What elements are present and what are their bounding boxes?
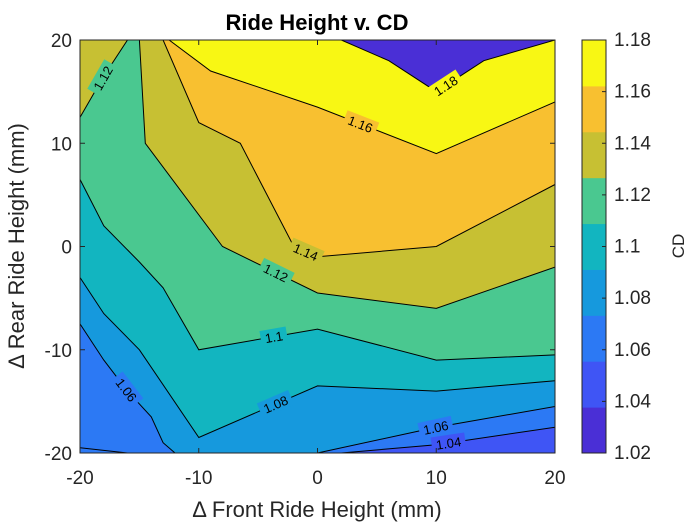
contour-label-background <box>341 110 380 138</box>
colorbar-band-1-06 <box>582 315 606 362</box>
y-tick-label: -20 <box>45 444 72 465</box>
contour-label-background <box>87 59 119 97</box>
colorbar-tick-label: 1.02 <box>614 443 651 464</box>
x-tick-label: -10 <box>185 468 212 489</box>
colorbar-band-1-18 <box>582 40 606 87</box>
contour-label-1-1: 1.1 <box>264 328 284 346</box>
contour-line-1-1 <box>80 179 555 361</box>
x-axis-ticks: -20 -10 0 10 20 <box>66 40 566 489</box>
y-tick-label: 10 <box>51 134 72 155</box>
chart-title: Ride Height v. CD <box>226 10 409 35</box>
colorbar-band-1-08 <box>582 269 606 316</box>
contour-label-background <box>417 415 455 439</box>
contour-label-group: 1.04 <box>430 432 467 453</box>
colorbar-band-1-14 <box>582 131 606 179</box>
colorbar-tick-label: 1.1 <box>614 237 640 258</box>
colorbar-band-1-12 <box>582 177 606 225</box>
contour-label-background <box>257 257 295 288</box>
colorbar-tick-label: 1.16 <box>614 82 651 103</box>
colorbar-band-1-02 <box>582 407 606 454</box>
y-tick-label: 20 <box>51 31 72 52</box>
colorbar-label: CD <box>669 234 688 259</box>
y-axis-ticks: 20 10 0 -10 -20 <box>45 31 555 465</box>
contour-line-1-16 <box>168 40 555 155</box>
filled-contour-regions <box>80 40 555 453</box>
filled-region-1-08 <box>80 277 555 453</box>
y-tick-label: 0 <box>61 238 72 259</box>
contour-label-group: 1.18 <box>426 69 465 102</box>
contour-label-background <box>426 69 465 102</box>
x-tick-label: 20 <box>544 468 565 489</box>
filled-region-1-06 <box>80 323 175 453</box>
contour-label-background <box>430 432 467 453</box>
colorbar-ticks: 1.18 1.16 1.14 1.12 1.1 1.08 1.06 1.04 1.02 <box>602 30 651 464</box>
contour-label-group: 1.06 <box>417 415 455 439</box>
contour-line-1-08 <box>80 277 555 439</box>
colorbar-tick-label: 1.18 <box>614 30 651 51</box>
x-tick-label: 0 <box>312 468 323 489</box>
colorbar-bands <box>582 40 606 454</box>
contour-label-background <box>287 237 325 266</box>
colorbar-tick-label: 1.08 <box>614 288 651 309</box>
colorbar-band-1-04 <box>582 361 606 408</box>
x-tick-label: 10 <box>426 468 447 489</box>
contour-label-1-04: 1.04 <box>435 434 462 453</box>
contour-label-group: 1.1 <box>259 326 289 347</box>
colorbar-band-1-16 <box>582 85 606 133</box>
contour-line-1-06 <box>80 323 176 453</box>
contour-label-background <box>109 371 144 409</box>
plot-area: 1.041.061.061.081.11.121.121.141.161.18 <box>80 40 555 453</box>
contour-label-background <box>256 389 295 419</box>
colorbar-tick-label: 1.12 <box>614 185 651 206</box>
contour-label-1-06: 1.06 <box>422 418 450 438</box>
y-axis-label: Δ Rear Ride Height (mm) <box>4 123 29 369</box>
y-tick-label: -10 <box>45 341 72 362</box>
colorbar: 1.18 1.16 1.14 1.12 1.1 1.08 1.06 1.04 1.02 CD <box>581 30 688 464</box>
colorbar-tick-label: 1.06 <box>614 340 651 361</box>
x-tick-label: -20 <box>66 468 93 489</box>
colorbar-tick-label: 1.14 <box>614 133 651 154</box>
filled-region-1-1 <box>80 179 555 453</box>
x-axis-label: Δ Front Ride Height (mm) <box>192 497 441 522</box>
contour-line-1-08 <box>80 447 128 453</box>
contour-label-background <box>259 326 289 347</box>
colorbar-tick-label: 1.04 <box>614 391 651 412</box>
